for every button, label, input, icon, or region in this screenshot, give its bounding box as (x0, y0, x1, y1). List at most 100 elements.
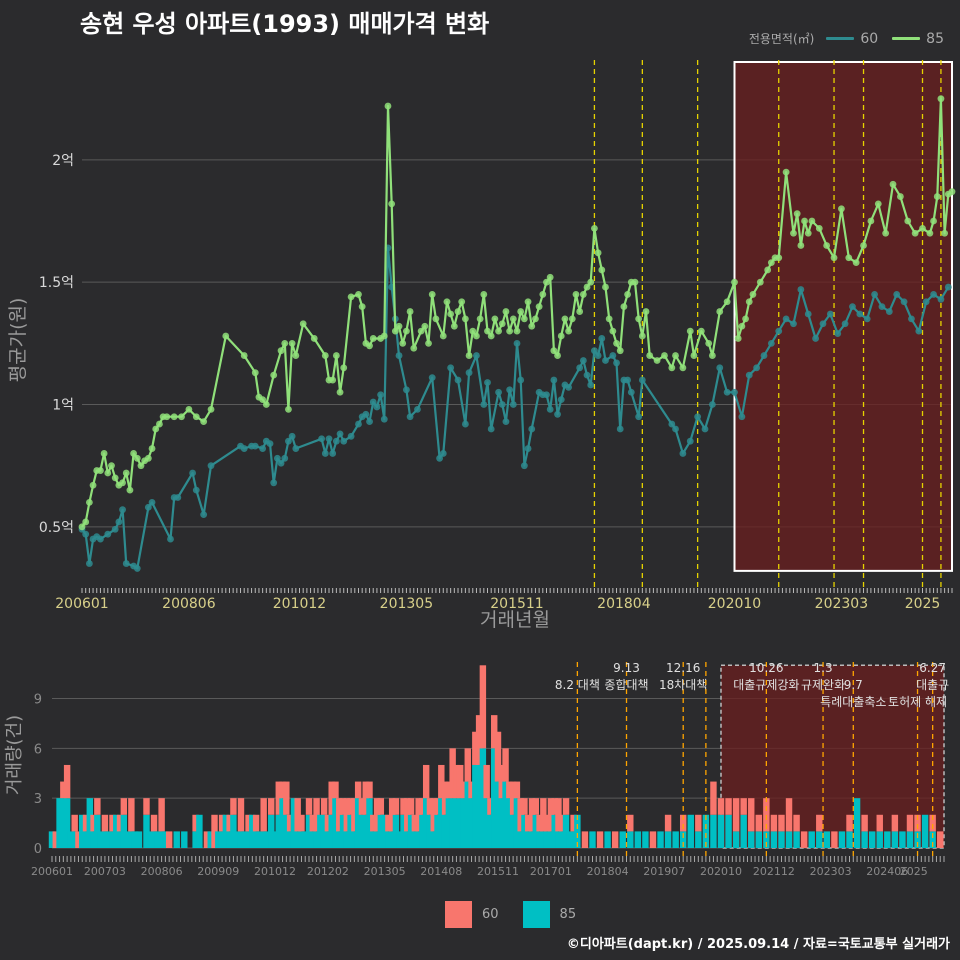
volume-bar-85 (158, 831, 165, 848)
price-point-60 (635, 413, 643, 421)
price-point-60 (834, 330, 842, 337)
price-y-tick-label: 2억 (52, 153, 74, 169)
volume-bar-60 (543, 814, 551, 832)
price-point-85 (749, 291, 757, 298)
volume-bar-60 (763, 798, 770, 832)
volume-x-tick-label: 200909 (197, 865, 239, 878)
volume-bar-85 (260, 831, 267, 848)
price-point-85 (734, 335, 742, 342)
volume-bar-85 (464, 781, 471, 848)
volume-bar-60 (400, 798, 407, 815)
volume-bar-85 (679, 831, 687, 848)
price-point-85 (941, 229, 949, 237)
volume-bar-85 (79, 814, 86, 848)
volume-bar-85 (528, 831, 536, 848)
volume-bar-85 (150, 831, 158, 848)
volume-bar-60 (275, 781, 282, 815)
volume-bar-60 (218, 814, 226, 832)
volume-bar-85 (487, 814, 494, 848)
volume-bar-60 (679, 814, 687, 832)
volume-bar-85 (717, 814, 725, 848)
price-point-60 (85, 560, 93, 567)
volume-x-tick-label: 200703 (84, 865, 126, 878)
volume-bar-85 (740, 814, 747, 848)
price-point-60 (576, 364, 584, 372)
price-point-60 (273, 454, 281, 462)
price-point-85 (587, 278, 595, 286)
volume-bar-85 (377, 814, 385, 848)
volume-bar-85 (619, 831, 626, 848)
volume-bar-60 (407, 798, 415, 815)
footer-credit: ©디아파트(dapt.kr) / 2025.09.14 / 자료=국토교통부 실… (566, 937, 950, 952)
volume-bar-60 (710, 781, 717, 815)
price-point-60 (277, 459, 285, 467)
price-point-85 (85, 498, 93, 506)
legend-title: 전용면적(㎡) (748, 32, 815, 46)
volume-bar-60 (430, 798, 437, 832)
price-x-tick-label: 200601 (55, 596, 108, 612)
price-point-85 (686, 327, 694, 335)
price-point-60 (908, 315, 915, 323)
volume-bar-60 (385, 814, 392, 832)
volume-bar-85 (241, 831, 248, 848)
volume-bar-85 (422, 798, 430, 848)
price-point-60 (546, 406, 554, 413)
volume-event-label: 6.27 (919, 661, 946, 675)
volume-bar-60 (75, 831, 82, 848)
volume-bar-85 (929, 831, 936, 848)
volume-bar-85 (445, 798, 453, 848)
volume-bar-85 (525, 831, 532, 848)
price-point-85 (170, 413, 178, 421)
price-point-60 (82, 530, 90, 538)
price-point-85 (82, 518, 90, 526)
price-point-85 (845, 254, 853, 262)
volume-bar-85 (381, 814, 388, 848)
price-point-85 (406, 308, 414, 315)
price-point-85 (473, 332, 480, 340)
price-point-85 (285, 406, 292, 413)
price-point-85 (513, 327, 521, 335)
volume-bar-85 (732, 831, 740, 848)
price-point-60 (439, 450, 447, 457)
volume-bar-85 (513, 798, 521, 848)
volume-bar-60 (891, 814, 899, 832)
volume-bar-85 (415, 831, 422, 848)
price-point-85 (638, 332, 646, 340)
price-point-85 (270, 371, 278, 379)
price-point-85 (804, 229, 812, 237)
price-point-85 (395, 322, 403, 330)
price-point-60 (609, 352, 617, 359)
price-point-85 (178, 413, 185, 421)
price-point-60 (332, 437, 340, 445)
price-point-85 (756, 278, 764, 286)
volume-bar-85 (570, 831, 577, 848)
price-point-60 (767, 339, 775, 347)
price-point-60 (119, 506, 126, 514)
price-point-85 (126, 486, 134, 494)
volume-bar-85 (838, 831, 846, 848)
price-x-tick-label: 201511 (490, 596, 543, 612)
volume-bar-60 (456, 764, 464, 799)
volume-bar-85 (373, 831, 381, 848)
volume-bar-60 (453, 764, 460, 799)
volume-bar-85 (627, 831, 634, 848)
volume-bar-85 (324, 831, 332, 848)
price-point-85 (705, 339, 713, 347)
price-point-60 (266, 440, 274, 448)
price-point-85 (391, 327, 399, 335)
price-point-85 (133, 454, 141, 462)
price-point-85 (369, 335, 377, 342)
volume-bar-85 (536, 831, 543, 848)
volume-event-label: 1.3 (814, 661, 833, 675)
volume-bar-60 (60, 781, 67, 799)
volume-bar-85 (124, 831, 131, 848)
volume-bar-85 (131, 831, 139, 848)
volume-bar-85 (785, 831, 793, 848)
volume-bar-60 (468, 781, 475, 799)
volume-bar-60 (778, 814, 785, 832)
price-point-60 (281, 454, 289, 462)
volume-bar-85 (543, 831, 551, 848)
price-point-60 (207, 462, 215, 470)
volume-bar-85 (309, 831, 317, 848)
price-point-85 (192, 413, 200, 421)
